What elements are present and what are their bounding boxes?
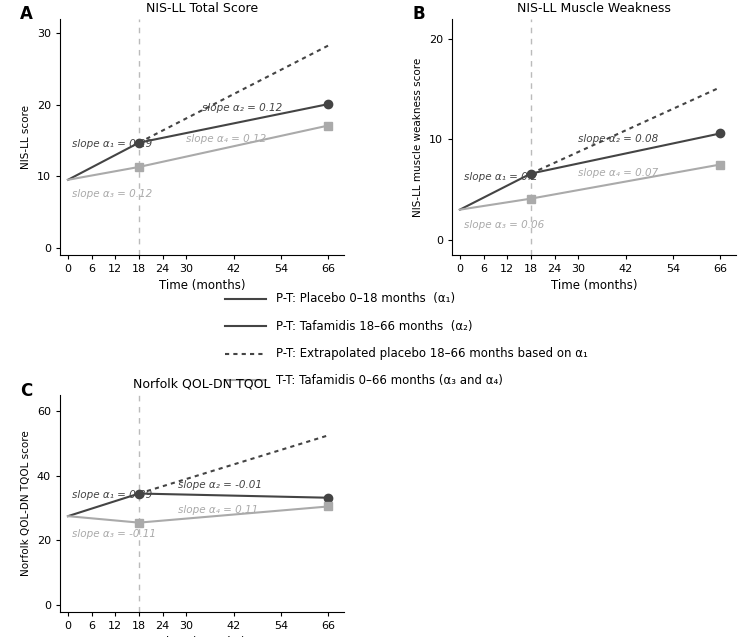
Y-axis label: Norfolk QOL-DN TQOL score: Norfolk QOL-DN TQOL score — [21, 431, 32, 576]
Text: slope α₂ = -0.01: slope α₂ = -0.01 — [179, 480, 262, 490]
X-axis label: Time (months): Time (months) — [158, 636, 246, 637]
Title: NIS-LL Muscle Weakness: NIS-LL Muscle Weakness — [517, 2, 671, 15]
Text: P-T: Tafamidis 18–66 months  (α₂): P-T: Tafamidis 18–66 months (α₂) — [276, 320, 473, 333]
Text: slope α₄ = 0.11: slope α₄ = 0.11 — [179, 505, 258, 515]
Text: P-T: Placebo 0–18 months  (α₁): P-T: Placebo 0–18 months (α₁) — [276, 292, 456, 305]
Text: slope α₄ = 0.12: slope α₄ = 0.12 — [186, 134, 267, 144]
Text: A: A — [20, 5, 33, 23]
Text: slope α₂ = 0.12: slope α₂ = 0.12 — [202, 103, 282, 113]
Title: Norfolk QOL-DN TQOL: Norfolk QOL-DN TQOL — [134, 378, 271, 391]
Text: slope α₁ = 0.39: slope α₁ = 0.39 — [72, 490, 152, 500]
Text: B: B — [412, 5, 425, 23]
Text: P-T: Extrapolated placebo 18–66 months based on α₁: P-T: Extrapolated placebo 18–66 months b… — [276, 347, 588, 360]
X-axis label: Time (months): Time (months) — [550, 280, 638, 292]
Y-axis label: NIS-LL score: NIS-LL score — [21, 105, 32, 169]
Text: slope α₃ = 0.06: slope α₃ = 0.06 — [464, 220, 544, 230]
Y-axis label: NIS-LL muscle weakness score: NIS-LL muscle weakness score — [413, 57, 424, 217]
Text: slope α₄ = 0.07: slope α₄ = 0.07 — [578, 168, 659, 178]
Title: NIS-LL Total Score: NIS-LL Total Score — [146, 2, 258, 15]
Text: C: C — [20, 382, 32, 400]
X-axis label: Time (months): Time (months) — [158, 280, 246, 292]
Text: slope α₃ = 0.12: slope α₃ = 0.12 — [72, 189, 152, 199]
Text: slope α₁ = 0.2: slope α₁ = 0.2 — [464, 171, 538, 182]
Text: slope α₃ = -0.11: slope α₃ = -0.11 — [72, 529, 156, 539]
Text: slope α₂ = 0.08: slope α₂ = 0.08 — [578, 134, 659, 145]
Text: slope α₁ = 0.29: slope α₁ = 0.29 — [72, 139, 152, 149]
Text: T-T: Tafamidis 0–66 months (α₃ and α₄): T-T: Tafamidis 0–66 months (α₃ and α₄) — [276, 374, 503, 387]
